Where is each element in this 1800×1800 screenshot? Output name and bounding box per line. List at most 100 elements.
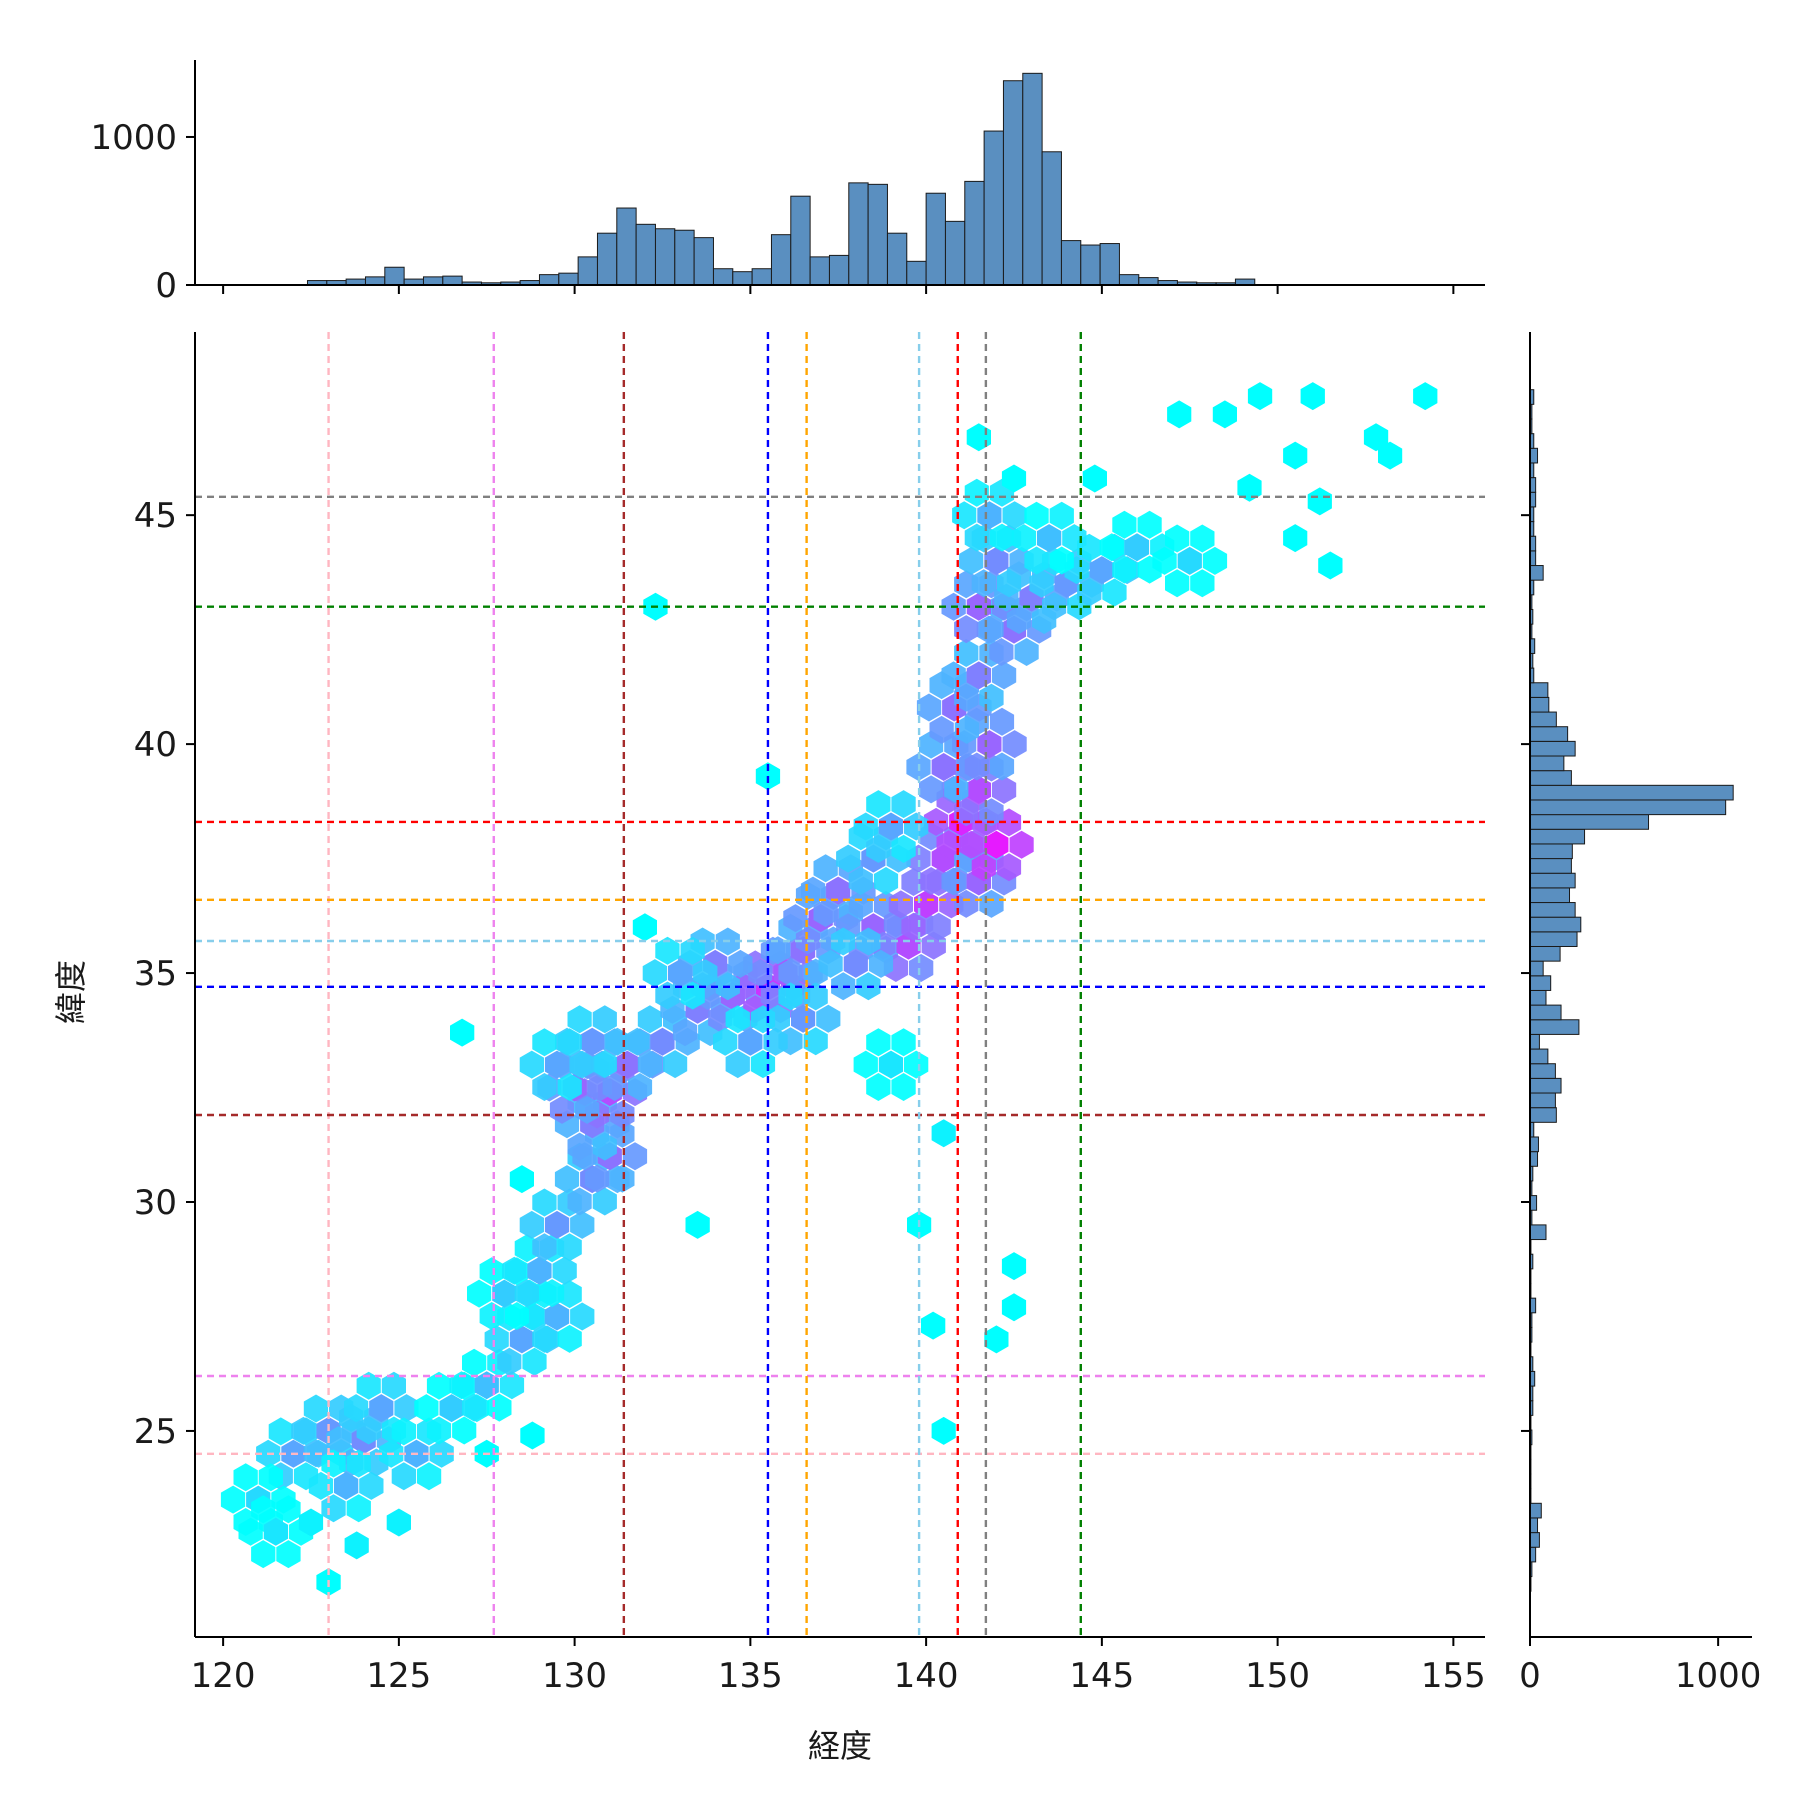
hex-bin bbox=[1009, 830, 1034, 859]
hex-bin bbox=[750, 1005, 776, 1034]
hex-bin bbox=[557, 1028, 582, 1057]
hex-bin bbox=[1307, 487, 1332, 516]
hex-bin bbox=[931, 1416, 956, 1445]
reference-lines bbox=[195, 332, 1485, 1637]
hex-bin bbox=[1001, 464, 1027, 493]
hex-bin bbox=[1237, 473, 1262, 502]
right-marginal-histogram bbox=[1529, 389, 1734, 1592]
hex-bin bbox=[1247, 382, 1273, 411]
axes: 120 125 130 135 140 145 150 155 25 30 35 40 45 0 1000 0… bbox=[90, 60, 1761, 1696]
histogram-bar bbox=[1529, 916, 1582, 933]
histogram-bar bbox=[732, 271, 753, 286]
hex-bin bbox=[891, 1028, 916, 1057]
histogram-bar bbox=[1529, 1063, 1556, 1079]
x-tick-label: 135 bbox=[718, 1656, 783, 1696]
hex-bin bbox=[1029, 569, 1054, 598]
histogram-bar bbox=[770, 234, 792, 286]
hex-bin bbox=[291, 1416, 316, 1445]
histogram-bar bbox=[790, 195, 811, 286]
hex-bin bbox=[931, 1119, 956, 1148]
hex-bin bbox=[1202, 546, 1228, 575]
hex-bin bbox=[888, 890, 913, 919]
hex-bin bbox=[557, 1073, 582, 1101]
hex-bin bbox=[971, 569, 996, 598]
hex-bin bbox=[1283, 524, 1308, 553]
right-hist-tick-label: 1000 bbox=[1675, 1656, 1762, 1696]
hex-bin bbox=[381, 1371, 406, 1400]
hex-bin bbox=[680, 981, 705, 1010]
hex-bin bbox=[552, 1256, 577, 1285]
hex-bin bbox=[663, 1050, 688, 1079]
hex-bin bbox=[929, 715, 954, 744]
histogram-bar bbox=[1002, 80, 1024, 286]
hex-bin bbox=[891, 834, 916, 863]
histogram-bar bbox=[1529, 858, 1572, 874]
hex-bin bbox=[344, 1394, 369, 1423]
hex-bin bbox=[391, 1417, 416, 1446]
hex-bin bbox=[610, 1164, 635, 1193]
histogram-bar bbox=[654, 228, 676, 286]
hex-bin bbox=[964, 478, 989, 507]
hex-bin bbox=[891, 1073, 916, 1101]
histogram-bar bbox=[1529, 902, 1576, 918]
hex-bin bbox=[527, 1256, 552, 1285]
hex-bin bbox=[655, 936, 680, 965]
hex-bin bbox=[1112, 555, 1137, 584]
hex-bin bbox=[954, 889, 979, 918]
hex-bin bbox=[959, 830, 984, 859]
histogram-bar bbox=[1529, 1019, 1580, 1035]
hex-bin bbox=[509, 1165, 534, 1194]
histogram-bar bbox=[964, 180, 985, 286]
hex-bin bbox=[344, 1531, 369, 1560]
histogram-bar bbox=[983, 130, 1004, 286]
hex-bin bbox=[1082, 464, 1107, 493]
hex-bin bbox=[1165, 569, 1190, 598]
hex-bin bbox=[532, 1324, 557, 1353]
hex-bin bbox=[532, 1073, 557, 1101]
hex-bin bbox=[326, 1426, 351, 1455]
hex-bin bbox=[991, 661, 1017, 690]
hex-bin bbox=[346, 1494, 371, 1523]
hex-bin bbox=[989, 752, 1015, 781]
hex-bin bbox=[1283, 441, 1308, 470]
hex-bin bbox=[966, 423, 991, 452]
hex-bin bbox=[484, 1325, 509, 1354]
hexbin-main-plot bbox=[195, 332, 1485, 1637]
hex-bin bbox=[989, 707, 1015, 736]
hex-bin bbox=[615, 1050, 640, 1079]
hex-bin bbox=[878, 1050, 904, 1079]
hex-bin bbox=[1099, 533, 1124, 562]
hex-bin bbox=[369, 1394, 394, 1423]
hex-bin bbox=[520, 1421, 545, 1450]
hex-bin bbox=[1190, 524, 1215, 553]
hex-bin bbox=[878, 812, 904, 841]
hex-bin bbox=[414, 1394, 439, 1423]
hex-bin bbox=[251, 1540, 276, 1569]
y-tick-label: 40 bbox=[134, 725, 177, 765]
histogram-bar bbox=[886, 232, 908, 286]
hex-bin bbox=[713, 1027, 738, 1056]
histogram-bar bbox=[867, 183, 888, 286]
histogram-bar bbox=[1529, 711, 1557, 728]
hex-bin bbox=[514, 1279, 539, 1308]
hex-bin bbox=[1177, 546, 1202, 575]
hex-bin bbox=[449, 1371, 474, 1400]
hex-bin bbox=[693, 959, 718, 988]
histogram-bar bbox=[1529, 740, 1576, 757]
hex-bin bbox=[931, 753, 956, 781]
hex-bin bbox=[959, 546, 984, 575]
histogram-bar bbox=[1529, 1092, 1556, 1109]
histogram-bar bbox=[712, 268, 734, 286]
hex-bin bbox=[979, 889, 1004, 918]
hex-bin bbox=[233, 1463, 258, 1492]
hex-bin bbox=[680, 936, 705, 965]
x-tick-label: 125 bbox=[366, 1656, 431, 1696]
hex-bin bbox=[984, 546, 1009, 575]
histogram-bar bbox=[538, 274, 560, 286]
hex-bin bbox=[497, 1347, 522, 1376]
hex-bin bbox=[964, 752, 989, 781]
histogram-bar bbox=[1529, 828, 1586, 845]
hex-bin bbox=[532, 1028, 557, 1057]
hex-bin bbox=[873, 867, 899, 895]
